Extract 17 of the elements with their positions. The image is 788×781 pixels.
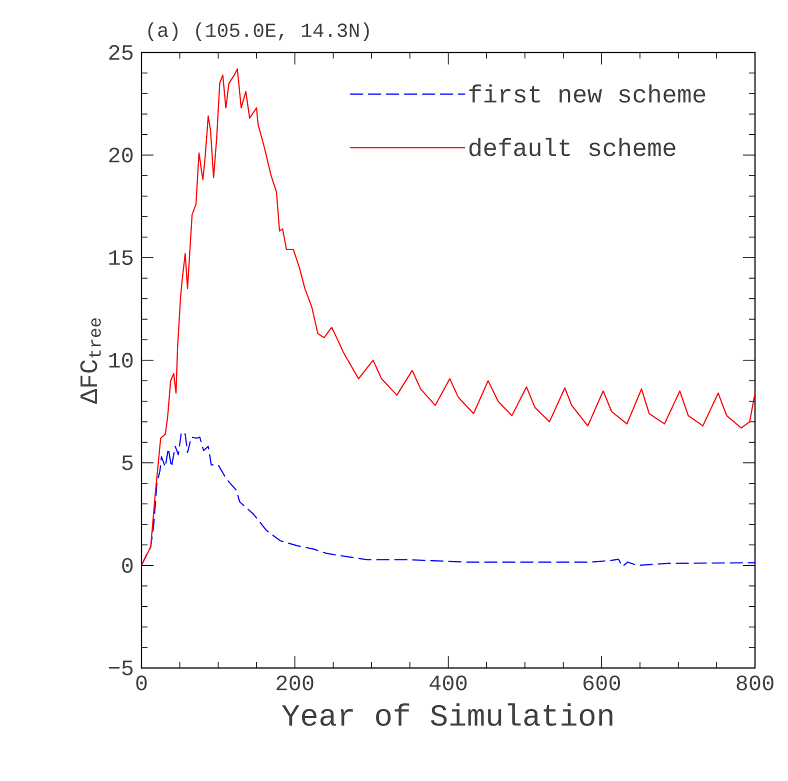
x-tick-label: 600 [584, 676, 620, 690]
x-tick-label: 200 [276, 676, 314, 690]
chart-title: (a) (105.0E, 14.3N) [148, 22, 369, 41]
x-axis-title: Year of Simulation [282, 703, 612, 726]
legend-label: first new scheme [469, 84, 706, 103]
legend-label: default scheme [469, 138, 676, 156]
x-tick-label: 800 [736, 676, 774, 690]
y-axis-title: ΔFC$_{tree}$ [80, 318, 101, 404]
y-tick-label: 20 [109, 148, 133, 163]
y-tick-label: 25 [109, 45, 133, 60]
x-tick-label: 400 [430, 676, 467, 690]
y-tick-label: 15 [109, 250, 133, 265]
y-tick-label: 10 [109, 352, 133, 368]
x-tick-label: 0 [136, 676, 147, 690]
y-tick-label: −5 [108, 660, 133, 676]
y-tick-label: 5 [122, 456, 133, 470]
y-tick-label: 0 [122, 558, 133, 573]
